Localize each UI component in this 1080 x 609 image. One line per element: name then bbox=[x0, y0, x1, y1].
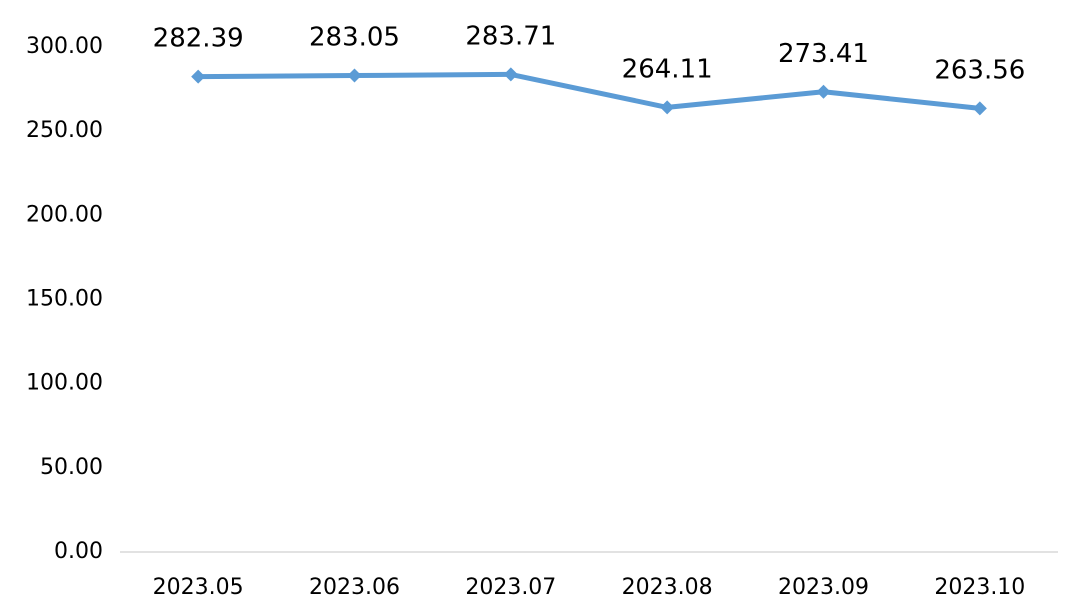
x-tick-label: 2023.09 bbox=[778, 575, 869, 600]
data-point-marker bbox=[816, 84, 831, 99]
data-point-marker bbox=[503, 67, 518, 82]
x-tick-label: 2023.08 bbox=[622, 575, 713, 600]
data-label: 264.11 bbox=[622, 54, 713, 84]
series-group: 282.39 283.05 283.71 264.11 273.41 263.56 bbox=[153, 21, 1025, 116]
y-tick-label: 150.00 bbox=[26, 287, 103, 312]
data-label: 263.56 bbox=[934, 55, 1025, 85]
x-tick-label: 2023.07 bbox=[465, 575, 556, 600]
x-tick-label: 2023.05 bbox=[153, 575, 244, 600]
data-point-marker bbox=[191, 69, 206, 84]
x-axis-tick-labels: 2023.05 2023.06 2023.07 2023.08 2023.09 2023.… bbox=[153, 575, 1026, 600]
data-point-marker bbox=[347, 68, 362, 83]
y-axis-tick-labels: 0.00 50.00 100.00 150.00 200.00 250.00 300.00 bbox=[26, 34, 103, 564]
y-tick-label: 100.00 bbox=[26, 371, 103, 396]
data-label: 273.41 bbox=[778, 39, 869, 69]
data-label: 283.05 bbox=[309, 23, 400, 53]
y-tick-label: 200.00 bbox=[26, 202, 103, 227]
y-tick-label: 0.00 bbox=[54, 539, 103, 564]
series-line bbox=[195, 71, 983, 111]
y-tick-label: 50.00 bbox=[40, 455, 103, 480]
data-label: 283.71 bbox=[465, 21, 556, 51]
y-tick-label: 250.00 bbox=[26, 118, 103, 143]
x-tick-label: 2023.06 bbox=[309, 575, 400, 600]
y-tick-label: 300.00 bbox=[26, 34, 103, 59]
data-point-marker bbox=[660, 100, 675, 115]
data-point-marker bbox=[972, 101, 987, 116]
x-tick-label: 2023.10 bbox=[934, 575, 1025, 600]
data-label: 282.39 bbox=[153, 24, 244, 54]
